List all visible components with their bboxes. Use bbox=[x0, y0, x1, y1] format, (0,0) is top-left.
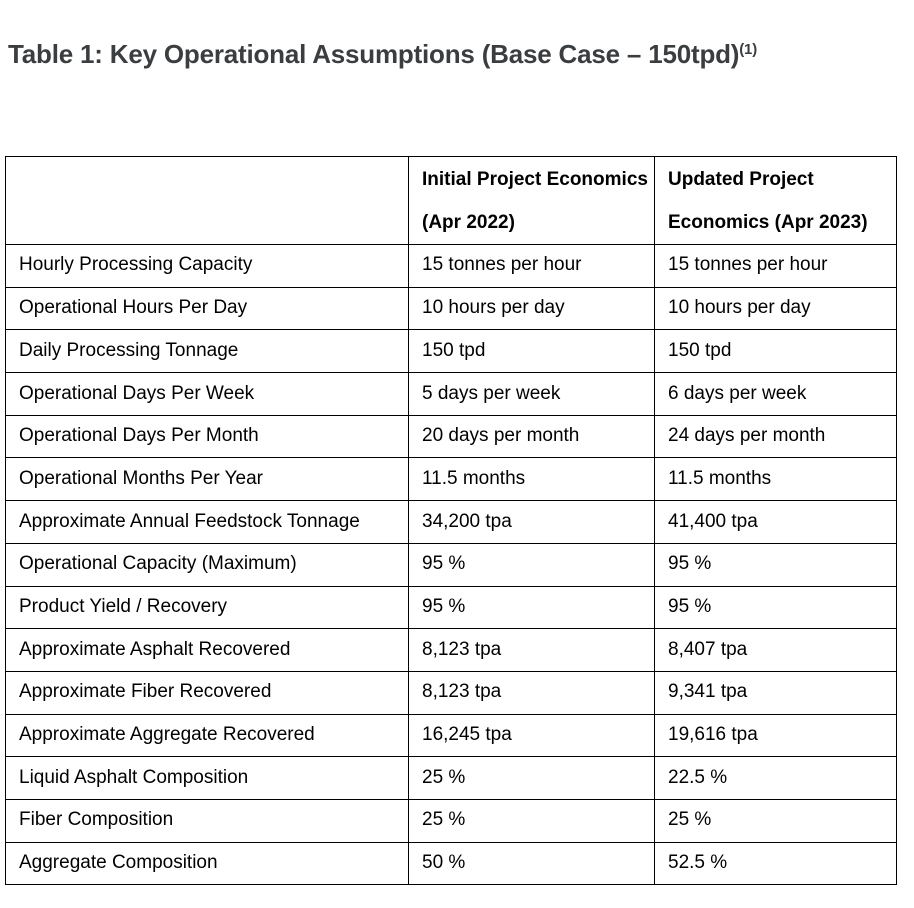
table-header: Initial Project Economics (Apr 2022) Upd… bbox=[5, 156, 897, 245]
table-row: Operational Days Per Month 20 days per m… bbox=[5, 414, 897, 459]
table-row: Aggregate Composition 50 % 52.5 % bbox=[5, 841, 897, 886]
assumptions-table: Initial Project Economics (Apr 2022) Upd… bbox=[5, 156, 897, 886]
updated-value-cell: 10 hours per day bbox=[654, 286, 897, 331]
updated-value-cell: 9,341 tpa bbox=[654, 670, 897, 715]
row-label-cell: Approximate Asphalt Recovered bbox=[5, 628, 409, 672]
table-row: Approximate Asphalt Recovered 8,123 tpa … bbox=[5, 628, 897, 672]
row-label-cell: Product Yield / Recovery bbox=[5, 585, 409, 630]
initial-value-cell: 25 % bbox=[408, 798, 655, 843]
initial-value-cell: 5 days per week bbox=[408, 372, 655, 416]
updated-value-cell: 95 % bbox=[654, 542, 897, 587]
updated-value-cell: 8,407 tpa bbox=[654, 628, 897, 672]
row-label-cell: Operational Days Per Month bbox=[5, 414, 409, 459]
table-row: Approximate Annual Feedstock Tonnage 34,… bbox=[5, 500, 897, 544]
initial-value-cell: 10 hours per day bbox=[408, 286, 655, 331]
row-label-cell: Operational Months Per Year bbox=[5, 457, 409, 502]
initial-value-cell: 11.5 months bbox=[408, 457, 655, 502]
updated-value-cell: 41,400 tpa bbox=[654, 500, 897, 544]
table-row: Fiber Composition 25 % 25 % bbox=[5, 798, 897, 843]
row-label-cell: Operational Capacity (Maximum) bbox=[5, 542, 409, 587]
table-row: Operational Hours Per Day 10 hours per d… bbox=[5, 286, 897, 331]
table-body: Hourly Processing Capacity 15 tonnes per… bbox=[5, 244, 897, 886]
table-row: Daily Processing Tonnage 150 tpd 150 tpd bbox=[5, 329, 897, 374]
table-row: Product Yield / Recovery 95 % 95 % bbox=[5, 585, 897, 630]
initial-value-cell: 8,123 tpa bbox=[408, 670, 655, 715]
table-row: Operational Capacity (Maximum) 95 % 95 % bbox=[5, 542, 897, 587]
row-label-cell: Hourly Processing Capacity bbox=[5, 244, 409, 288]
table-row: Liquid Asphalt Composition 25 % 22.5 % bbox=[5, 756, 897, 800]
initial-value-cell: 150 tpd bbox=[408, 329, 655, 374]
updated-value-cell: 95 % bbox=[654, 585, 897, 630]
row-label-cell: Operational Hours Per Day bbox=[5, 286, 409, 331]
table-row: Approximate Fiber Recovered 8,123 tpa 9,… bbox=[5, 670, 897, 715]
row-label-cell: Approximate Annual Feedstock Tonnage bbox=[5, 500, 409, 544]
initial-value-cell: 95 % bbox=[408, 542, 655, 587]
updated-value-cell: 15 tonnes per hour bbox=[654, 244, 897, 288]
column-header-updated: Updated Project Economics (Apr 2023) bbox=[654, 156, 897, 245]
updated-value-cell: 52.5 % bbox=[654, 841, 897, 886]
updated-value-cell: 24 days per month bbox=[654, 414, 897, 459]
table-row: Hourly Processing Capacity 15 tonnes per… bbox=[5, 244, 897, 288]
table-row: Operational Days Per Week 5 days per wee… bbox=[5, 372, 897, 416]
page-title: Table 1: Key Operational Assumptions (Ba… bbox=[8, 38, 757, 70]
initial-value-cell: 95 % bbox=[408, 585, 655, 630]
initial-value-cell: 16,245 tpa bbox=[408, 713, 655, 758]
column-header-initial: Initial Project Economics (Apr 2022) bbox=[408, 156, 655, 245]
updated-value-cell: 6 days per week bbox=[654, 372, 897, 416]
updated-value-cell: 22.5 % bbox=[654, 756, 897, 800]
initial-value-cell: 8,123 tpa bbox=[408, 628, 655, 672]
column-header-label bbox=[5, 156, 409, 245]
row-label-cell: Liquid Asphalt Composition bbox=[5, 756, 409, 800]
page-title-footnote-marker: (1) bbox=[739, 41, 757, 58]
initial-value-cell: 20 days per month bbox=[408, 414, 655, 459]
updated-value-cell: 19,616 tpa bbox=[654, 713, 897, 758]
table-row: Operational Months Per Year 11.5 months … bbox=[5, 457, 897, 502]
table-row: Approximate Aggregate Recovered 16,245 t… bbox=[5, 713, 897, 758]
header-row: Initial Project Economics (Apr 2022) Upd… bbox=[5, 156, 897, 245]
row-label-cell: Approximate Fiber Recovered bbox=[5, 670, 409, 715]
page-title-text: Table 1: Key Operational Assumptions (Ba… bbox=[8, 39, 740, 69]
row-label-cell: Daily Processing Tonnage bbox=[5, 329, 409, 374]
row-label-cell: Aggregate Composition bbox=[5, 841, 409, 886]
initial-value-cell: 25 % bbox=[408, 756, 655, 800]
initial-value-cell: 34,200 tpa bbox=[408, 500, 655, 544]
initial-value-cell: 15 tonnes per hour bbox=[408, 244, 655, 288]
updated-value-cell: 150 tpd bbox=[654, 329, 897, 374]
row-label-cell: Fiber Composition bbox=[5, 798, 409, 843]
row-label-cell: Approximate Aggregate Recovered bbox=[5, 713, 409, 758]
initial-value-cell: 50 % bbox=[408, 841, 655, 886]
updated-value-cell: 11.5 months bbox=[654, 457, 897, 502]
row-label-cell: Operational Days Per Week bbox=[5, 372, 409, 416]
updated-value-cell: 25 % bbox=[654, 798, 897, 843]
